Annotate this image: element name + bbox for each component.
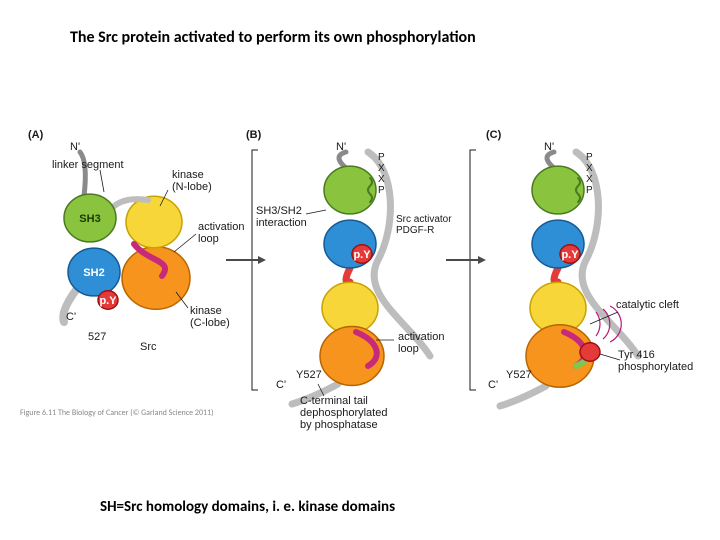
svg-text:(A): (A): [28, 129, 44, 141]
svg-text:p.Y: p.Y: [99, 295, 117, 307]
svg-text:527: 527: [88, 331, 106, 343]
svg-text:C': C': [488, 379, 498, 391]
svg-text:SH2: SH2: [83, 267, 104, 279]
svg-text:Tyr 416phosphorylated: Tyr 416phosphorylated: [618, 349, 693, 373]
svg-text:SH3/SH2interaction: SH3/SH2interaction: [256, 205, 307, 229]
svg-text:p.Y: p.Y: [561, 249, 579, 261]
svg-text:PXXP: PXXP: [586, 152, 593, 196]
svg-text:kinase(N-lobe): kinase(N-lobe): [172, 169, 212, 193]
src-activation-diagram: (A)N'SH3SH2p.Ylinker segmentkinase(N-lob…: [0, 0, 720, 540]
svg-text:PXXP: PXXP: [378, 152, 385, 196]
svg-text:Src activatorPDGF-R: Src activatorPDGF-R: [396, 214, 452, 236]
svg-text:catalytic cleft: catalytic cleft: [616, 299, 679, 311]
svg-text:Src: Src: [140, 341, 157, 353]
svg-text:Y527: Y527: [506, 369, 532, 381]
svg-text:SH3: SH3: [79, 213, 100, 225]
svg-text:C-terminal taildephosphorylate: C-terminal taildephosphorylatedby phosph…: [300, 395, 387, 431]
svg-text:activationloop: activationloop: [198, 221, 244, 245]
svg-text:C': C': [276, 379, 286, 391]
svg-text:Y527: Y527: [296, 369, 322, 381]
svg-text:C': C': [66, 311, 76, 323]
svg-text:(B): (B): [246, 129, 262, 141]
svg-text:kinase(C-lobe): kinase(C-lobe): [190, 305, 230, 329]
svg-text:p.Y: p.Y: [353, 249, 371, 261]
svg-text:linker segment: linker segment: [52, 159, 124, 171]
svg-text:(C): (C): [486, 129, 502, 141]
